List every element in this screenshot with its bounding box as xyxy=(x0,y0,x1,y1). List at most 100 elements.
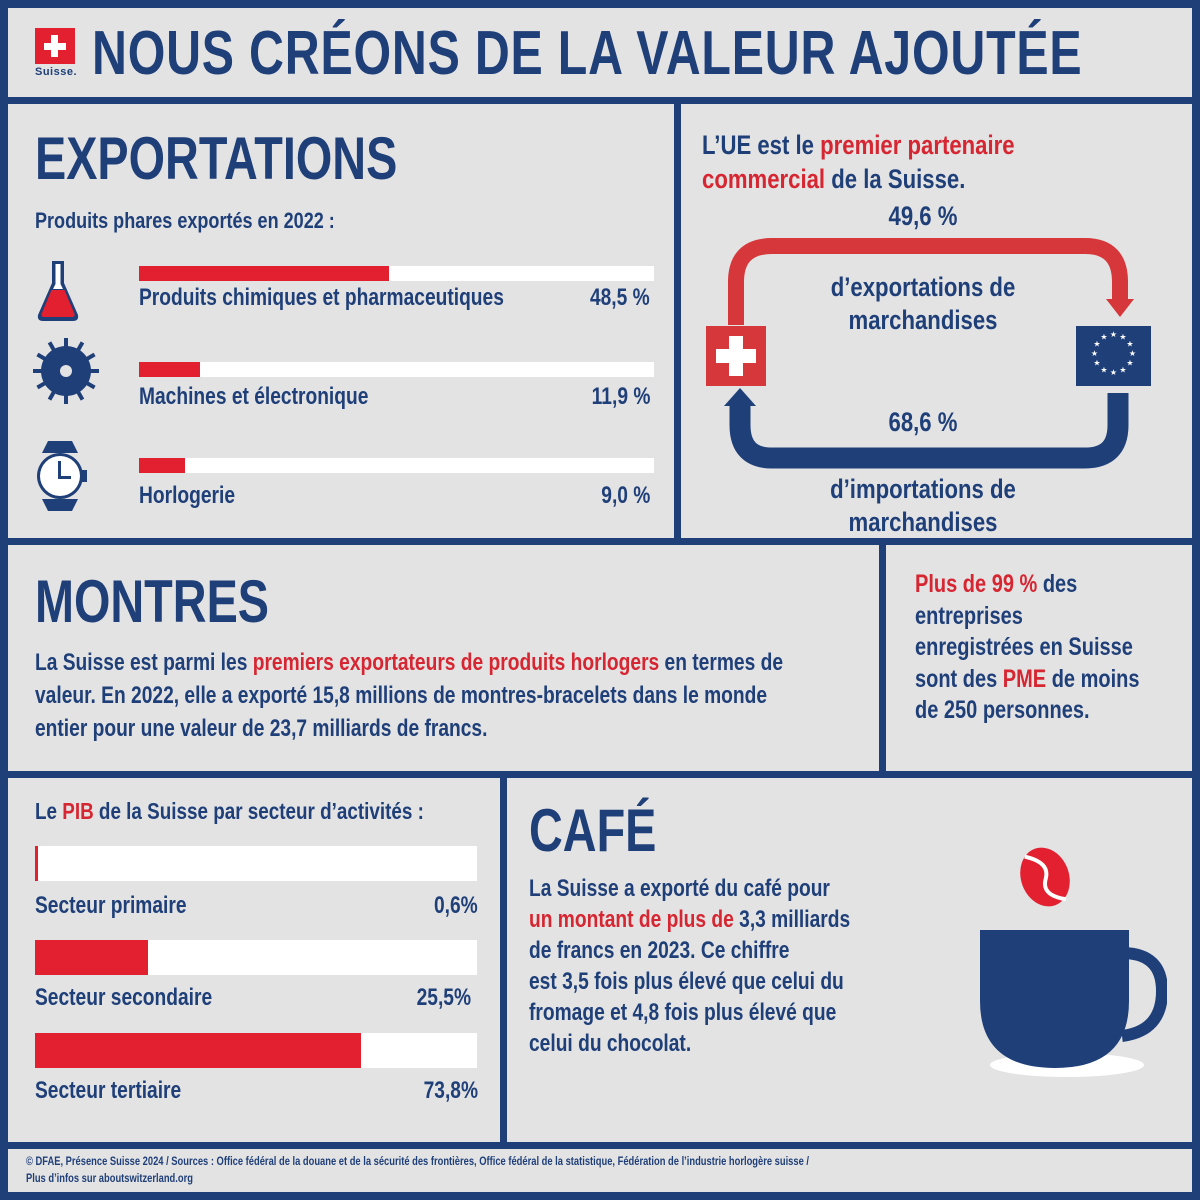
logo-text: Suisse. xyxy=(35,66,78,78)
header-panel: Suisse. NOUS CRÉONS DE LA VALEUR AJOUTÉE xyxy=(8,8,1192,97)
eu-import-label-2: marchandises xyxy=(848,507,998,537)
cafe-text-part: 3,3 milliards xyxy=(733,906,851,933)
eu-intro-highlight: commercial xyxy=(702,164,826,194)
swiss-logo: Suisse. xyxy=(35,28,83,78)
svg-text:★: ★ xyxy=(1110,368,1117,377)
coffee-cup-icon xyxy=(980,847,1167,1077)
svg-text:★: ★ xyxy=(1126,359,1133,368)
pib-bar-fill-2 xyxy=(35,1033,362,1068)
exports-bar-track-0 xyxy=(139,266,654,281)
pme-panel: Plus de 99 % des entreprises enregistrée… xyxy=(886,545,1192,771)
watch-icon xyxy=(37,441,87,511)
pib-bar-track-2 xyxy=(35,1033,477,1068)
exports-title: EXPORTATIONS xyxy=(35,125,398,192)
pme-highlight: Plus de 99 % xyxy=(915,570,1038,598)
eu-import-pct: 68,6 % xyxy=(888,407,958,437)
svg-text:★: ★ xyxy=(1093,359,1100,368)
pme-text-part: de moins xyxy=(1046,664,1140,693)
exports-bar-fill-2 xyxy=(139,458,186,473)
eu-intro-part: L’UE est le xyxy=(702,130,821,160)
montres-text-part: La Suisse est parmi les xyxy=(35,649,253,676)
pib-value-1: 25,5% xyxy=(416,984,471,1011)
pme-highlight: PME xyxy=(1002,664,1047,693)
svg-text:★: ★ xyxy=(1100,333,1107,342)
pib-label-2: Secteur tertiaire xyxy=(35,1077,182,1104)
trade-flow-arrows: ★ ★ ★ ★ ★ ★ ★ ★ ★ ★ ★ ★ xyxy=(706,238,1151,469)
pib-bar-track-1 xyxy=(35,940,477,975)
eu-export-label-2: marchandises xyxy=(848,305,998,335)
cafe-text: La Suisse a exporté du café pour un mont… xyxy=(529,873,850,1059)
exports-label-0: Produits chimiques et pharmaceutiques xyxy=(139,284,504,311)
footer-panel: © DFAE, Présence Suisse 2024 / Sources :… xyxy=(8,1149,1192,1192)
cafe-text-highlight: un montant de plus de xyxy=(529,906,734,933)
pib-label-1: Secteur secondaire xyxy=(35,984,213,1011)
svg-text:★: ★ xyxy=(1119,333,1126,342)
pib-title: Le PIB de la Suisse par secteur d’activi… xyxy=(35,798,424,825)
exports-bar-track-1 xyxy=(139,362,654,377)
montres-text-line: entier pour une valeur de 23,7 milliards… xyxy=(35,715,488,742)
cafe-text-line: celui du chocolat. xyxy=(529,1030,692,1057)
eu-panel: L’UE est le premier partenaire commercia… xyxy=(681,104,1192,538)
pib-bar-track-0 xyxy=(35,846,477,881)
eu-flag-icon xyxy=(1076,326,1151,386)
montres-text-highlight: premiers exportateurs de produits horlog… xyxy=(252,649,660,676)
cafe-text-line: est 3,5 fois plus élevé que celui du xyxy=(529,968,844,995)
pib-title-highlight: PIB xyxy=(62,798,94,824)
pme-text-line: entreprises xyxy=(915,601,1023,630)
footer-sources: © DFAE, Présence Suisse 2024 / Sources :… xyxy=(26,1154,810,1168)
montres-text-line: valeur. En 2022, elle a exporté 15,8 mil… xyxy=(35,682,768,709)
svg-text:★: ★ xyxy=(1126,340,1133,349)
exports-subtitle: Produits phares exportés en 2022 : xyxy=(35,208,335,233)
eu-export-label: d’exportations de marchandises xyxy=(725,271,1122,337)
exports-value-1: 11,9 % xyxy=(591,383,650,410)
svg-text:★: ★ xyxy=(1110,330,1117,339)
pme-text-line: enregistrées en Suisse xyxy=(915,633,1133,661)
svg-text:★: ★ xyxy=(1129,349,1136,358)
montres-text-part: en termes de xyxy=(659,649,783,676)
eu-export-pct: 49,6 % xyxy=(888,201,958,231)
montres-panel: MONTRES La Suisse est parmi les premiers… xyxy=(8,545,879,771)
page-title: NOUS CRÉONS DE LA VALEUR AJOUTÉE xyxy=(92,19,1083,88)
montres-title: MONTRES xyxy=(35,568,269,635)
pib-value-0: 0,6% xyxy=(434,892,478,919)
pib-value-2: 73,8% xyxy=(423,1077,478,1104)
exports-panel: EXPORTATIONS Produits phares exportés en… xyxy=(8,104,674,538)
eu-export-label-1: d’exportations de xyxy=(830,272,1016,302)
pib-label-0: Secteur primaire xyxy=(35,892,187,919)
cafe-text-line: de francs en 2023. Ce chiffre xyxy=(529,937,790,964)
cafe-title: CAFÉ xyxy=(529,797,657,864)
cafe-text-line: La Suisse a exporté du café pour xyxy=(529,875,830,902)
exports-value-0: 48,5 % xyxy=(590,284,650,311)
exports-bar-fill-0 xyxy=(139,266,389,281)
footer-more-info-link[interactable]: Plus d’infos sur aboutswitzerland.org xyxy=(26,1171,193,1185)
pib-panel: Le PIB de la Suisse par secteur d’activi… xyxy=(8,778,500,1142)
flask-icon xyxy=(37,261,79,321)
pme-text: Plus de 99 % des entreprises enregistrée… xyxy=(915,569,1140,727)
eu-intro-highlight: premier partenaire xyxy=(820,130,1015,160)
pib-bar-fill-0 xyxy=(35,846,38,881)
eu-import-label-1: d’importations de xyxy=(830,474,1016,504)
svg-text:★: ★ xyxy=(1093,340,1100,349)
pme-text-line: de 250 personnes. xyxy=(915,696,1090,724)
svg-text:★: ★ xyxy=(1091,349,1098,358)
cafe-text-line: fromage et 4,8 fois plus élevé que xyxy=(529,999,837,1026)
swiss-flag-icon xyxy=(35,28,75,64)
exports-bar-fill-1 xyxy=(139,362,201,377)
gear-icon xyxy=(33,338,99,404)
cafe-panel: CAFÉ La Suisse a exporté du café pour un… xyxy=(507,778,1192,1142)
eu-intro-part: de la Suisse. xyxy=(825,164,966,194)
pib-title-part: Le xyxy=(35,798,63,824)
pme-text-part: sont des xyxy=(915,664,1003,693)
exports-label-1: Machines et électronique xyxy=(139,383,369,410)
exports-bar-track-2 xyxy=(139,458,654,473)
pib-bar-fill-1 xyxy=(35,940,148,975)
exports-value-2: 9,0 % xyxy=(600,482,650,509)
exports-label-2: Horlogerie xyxy=(139,482,236,509)
svg-text:★: ★ xyxy=(1100,366,1107,375)
eu-intro-text: L’UE est le premier partenaire commercia… xyxy=(702,128,1015,196)
montres-text: La Suisse est parmi les premiers exporta… xyxy=(35,646,783,745)
svg-text:★: ★ xyxy=(1119,366,1126,375)
pib-title-part: de la Suisse par secteur d’activités : xyxy=(93,798,424,824)
pme-text-part: des xyxy=(1037,570,1078,598)
